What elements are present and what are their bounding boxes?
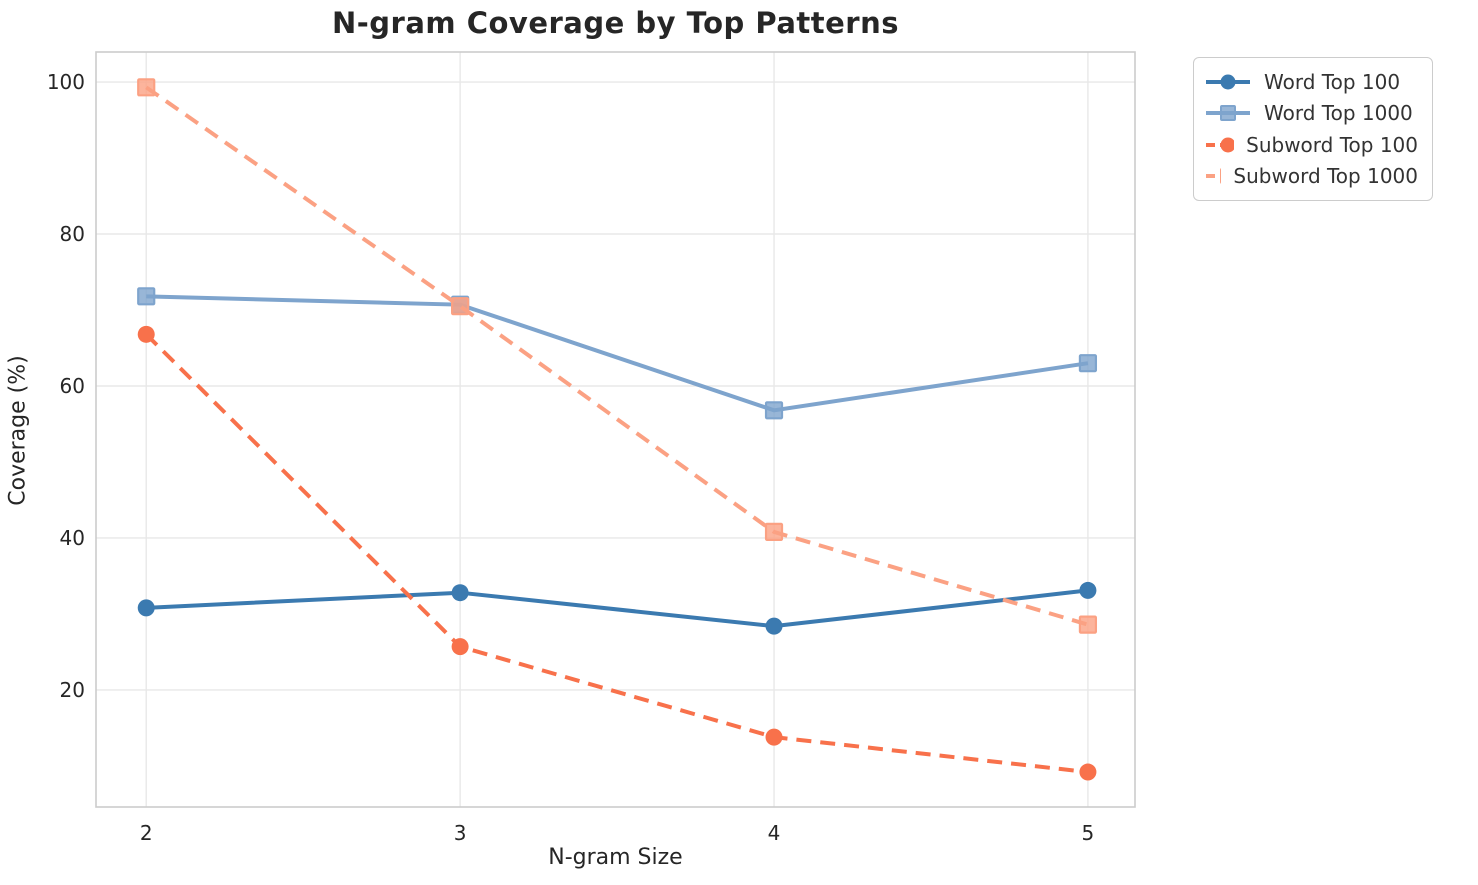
marker-circle-subword-top-100 xyxy=(137,325,155,343)
series-word-top-1000 xyxy=(137,287,1098,420)
tick-labels: 2 3 4 5 20 40 60 80 100 xyxy=(47,70,1094,845)
x-tick-label: 5 xyxy=(1082,821,1095,845)
series-line-subword-top-100 xyxy=(144,332,1089,775)
y-tick-label: 100 xyxy=(47,70,85,94)
legend-item-word-top-100: Word Top 100 xyxy=(1204,66,1418,98)
legend-swatch-subword-top-100 xyxy=(1206,137,1235,153)
series-word-top-100 xyxy=(137,581,1097,635)
marker-circle-word-top-100 xyxy=(137,599,155,617)
legend-marker-circle xyxy=(1220,74,1236,90)
y-tick-label: 60 xyxy=(60,374,85,398)
legend-label: Word Top 100 xyxy=(1264,69,1401,94)
legend-swatch-word-top-1000 xyxy=(1206,105,1250,122)
marker-square-word-top-1000 xyxy=(1078,354,1098,373)
series-subword-top-1000 xyxy=(137,78,1098,634)
legend: Word Top 100 Word Top 1000 Subword Top 100… xyxy=(1193,57,1433,201)
legend-item-subword-top-1000: Subword Top 1000 xyxy=(1204,161,1418,193)
marker-circle-subword-top-100 xyxy=(451,638,469,656)
legend-item-subword-top-100: Subword Top 100 xyxy=(1204,129,1418,161)
series-subword-top-100 xyxy=(137,325,1097,781)
legend-swatch-subword-top-1000 xyxy=(1206,168,1222,185)
marker-square-subword-top-1000 xyxy=(451,297,470,316)
x-tick-label: 3 xyxy=(454,821,467,845)
marker-square-word-top-1000 xyxy=(137,287,156,306)
legend-label: Subword Top 100 xyxy=(1246,132,1418,157)
y-tick-label: 40 xyxy=(60,526,85,550)
marker-circle-word-top-100 xyxy=(1079,581,1097,599)
legend-swatch-word-top-100 xyxy=(1206,74,1250,90)
x-axis-label: N-gram Size xyxy=(548,845,683,870)
marker-square-subword-top-1000 xyxy=(764,522,784,542)
x-tick-label: 4 xyxy=(768,821,781,845)
legend-marker-circle xyxy=(1220,137,1235,153)
plot-border xyxy=(95,51,1136,808)
marker-square-word-top-1000 xyxy=(764,401,784,420)
legend-item-word-top-1000: Word Top 1000 xyxy=(1204,98,1418,130)
marker-square-subword-top-1000 xyxy=(137,78,156,97)
series-line-word-top-100 xyxy=(146,588,1089,629)
gridlines xyxy=(96,52,1135,807)
legend-label: Word Top 1000 xyxy=(1264,101,1413,126)
legend-label: Subword Top 1000 xyxy=(1233,164,1418,189)
marker-circle-subword-top-100 xyxy=(765,728,783,746)
marker-circle-subword-top-100 xyxy=(1079,763,1097,781)
x-tick-label: 2 xyxy=(140,821,153,845)
series-line-word-top-1000 xyxy=(146,294,1089,413)
marker-square-subword-top-1000 xyxy=(1078,615,1098,634)
legend-marker-square xyxy=(1220,105,1236,122)
y-tick-label: 80 xyxy=(60,222,85,246)
marker-circle-word-top-100 xyxy=(765,617,783,635)
chart-title: N-gram Coverage by Top Patterns xyxy=(331,6,900,40)
y-tick-label: 20 xyxy=(60,678,85,702)
marker-circle-word-top-100 xyxy=(451,584,469,602)
